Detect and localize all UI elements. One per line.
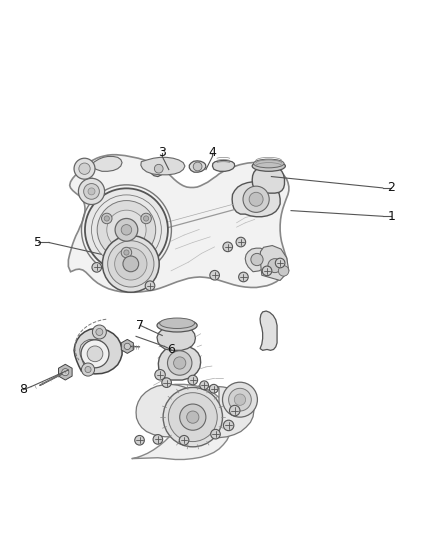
Circle shape — [62, 369, 69, 376]
Polygon shape — [59, 364, 72, 380]
Circle shape — [187, 411, 199, 423]
Text: 1: 1 — [388, 210, 396, 223]
Circle shape — [104, 216, 110, 221]
Ellipse shape — [159, 318, 194, 328]
Circle shape — [211, 430, 220, 439]
Circle shape — [107, 210, 146, 249]
Polygon shape — [232, 182, 280, 217]
Circle shape — [262, 266, 272, 276]
Circle shape — [230, 405, 240, 416]
Circle shape — [96, 328, 103, 335]
Circle shape — [155, 369, 165, 380]
Circle shape — [279, 265, 289, 276]
Circle shape — [108, 241, 154, 287]
Circle shape — [145, 281, 155, 290]
Polygon shape — [252, 166, 285, 193]
Polygon shape — [80, 340, 108, 367]
Circle shape — [85, 367, 91, 373]
Text: 4: 4 — [208, 147, 216, 159]
Circle shape — [251, 253, 263, 265]
Circle shape — [124, 250, 129, 255]
Circle shape — [179, 435, 189, 445]
Text: 6: 6 — [167, 343, 175, 356]
Ellipse shape — [252, 161, 286, 171]
Circle shape — [141, 213, 152, 224]
Polygon shape — [260, 246, 289, 280]
Circle shape — [135, 435, 145, 445]
Circle shape — [210, 270, 219, 280]
Polygon shape — [260, 311, 277, 350]
Text: 8: 8 — [19, 383, 28, 396]
Polygon shape — [121, 340, 133, 353]
Circle shape — [223, 420, 234, 431]
Circle shape — [173, 357, 186, 369]
Polygon shape — [245, 248, 269, 272]
Circle shape — [180, 404, 206, 430]
Circle shape — [239, 272, 248, 282]
Polygon shape — [136, 384, 201, 437]
Circle shape — [74, 158, 95, 179]
Polygon shape — [158, 346, 201, 380]
Circle shape — [268, 259, 282, 272]
Polygon shape — [157, 326, 195, 350]
Ellipse shape — [254, 159, 284, 168]
Polygon shape — [68, 155, 289, 292]
Circle shape — [123, 256, 139, 272]
Circle shape — [249, 192, 263, 206]
Circle shape — [234, 394, 246, 405]
Circle shape — [102, 213, 112, 224]
Circle shape — [102, 236, 159, 292]
Polygon shape — [141, 157, 185, 175]
Circle shape — [115, 248, 147, 280]
Text: 5: 5 — [34, 236, 42, 249]
Polygon shape — [90, 157, 122, 171]
Circle shape — [153, 434, 162, 444]
Text: 3: 3 — [158, 147, 166, 159]
Circle shape — [209, 384, 218, 393]
Ellipse shape — [157, 319, 197, 332]
Circle shape — [167, 351, 192, 375]
Circle shape — [79, 163, 90, 174]
Polygon shape — [189, 161, 206, 172]
Circle shape — [236, 237, 246, 247]
Circle shape — [121, 247, 132, 258]
Polygon shape — [205, 386, 254, 438]
Circle shape — [115, 219, 138, 241]
Circle shape — [229, 389, 251, 411]
Polygon shape — [74, 328, 122, 374]
Circle shape — [121, 224, 132, 235]
Circle shape — [97, 200, 155, 259]
Circle shape — [124, 343, 131, 350]
Circle shape — [168, 393, 217, 441]
Circle shape — [163, 387, 223, 447]
Circle shape — [223, 242, 233, 252]
Circle shape — [223, 382, 258, 417]
Polygon shape — [212, 160, 235, 171]
Circle shape — [162, 378, 171, 387]
Circle shape — [85, 188, 168, 271]
Circle shape — [87, 346, 103, 362]
Circle shape — [78, 179, 105, 205]
Circle shape — [188, 375, 198, 385]
Circle shape — [81, 340, 109, 368]
Text: 2: 2 — [388, 181, 396, 195]
Text: 7: 7 — [136, 319, 145, 332]
Polygon shape — [149, 161, 167, 176]
Circle shape — [154, 164, 163, 173]
Circle shape — [276, 258, 285, 268]
Circle shape — [144, 216, 149, 221]
Circle shape — [84, 183, 99, 199]
Circle shape — [88, 188, 95, 195]
Circle shape — [92, 325, 106, 339]
Polygon shape — [132, 384, 232, 459]
Circle shape — [92, 263, 102, 272]
Circle shape — [243, 186, 269, 212]
Circle shape — [200, 381, 208, 390]
Circle shape — [81, 363, 95, 376]
Circle shape — [193, 162, 202, 171]
